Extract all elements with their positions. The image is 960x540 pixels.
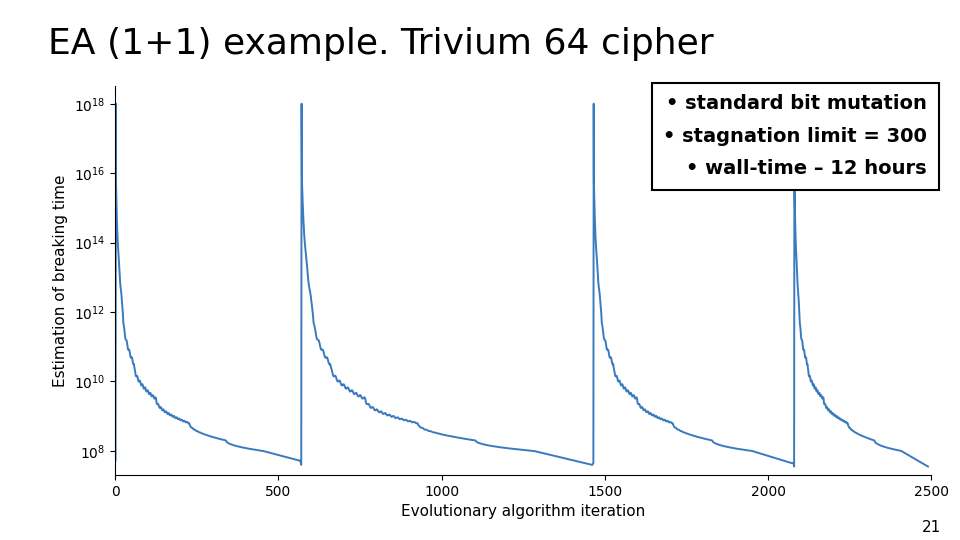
Y-axis label: Estimation of breaking time: Estimation of breaking time: [54, 174, 68, 387]
X-axis label: Evolutionary algorithm iteration: Evolutionary algorithm iteration: [401, 504, 645, 519]
Text: EA (1+1) example. Trivium 64 cipher: EA (1+1) example. Trivium 64 cipher: [48, 27, 713, 61]
Text: • standard bit mutation
• stagnation limit = 300
• wall-time – 12 hours: • standard bit mutation • stagnation lim…: [663, 94, 927, 178]
Text: 21: 21: [922, 519, 941, 535]
